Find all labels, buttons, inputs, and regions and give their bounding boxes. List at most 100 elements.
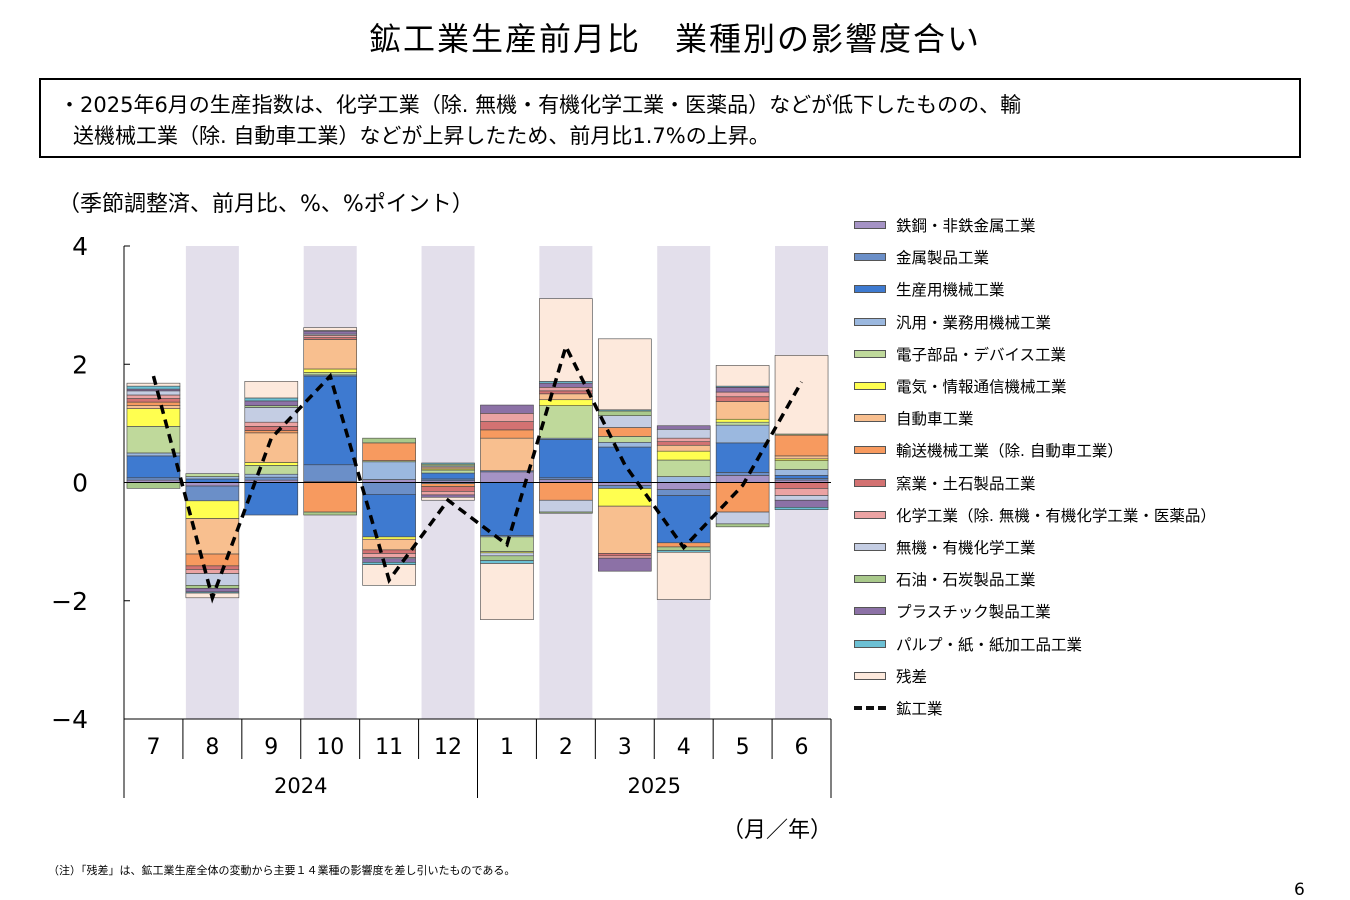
legend-label: 鉄鋼・非鉄金属工業: [896, 217, 1036, 236]
bar-segment-2-8: [244, 426, 299, 431]
bar-segment-9-0: [656, 482, 711, 490]
legend-item: 金属製品工業: [854, 241, 1324, 273]
bar-segment-6-10: [480, 552, 534, 557]
bar-segment-10-0: [715, 475, 770, 483]
bar-segment-9-4: [656, 459, 711, 477]
bar-segment-9-2: [656, 495, 711, 544]
bar-segment-2-3: [244, 473, 299, 478]
bar-segment-1-11: [185, 585, 240, 589]
summary-line-1: ・2025年6月の生産指数は、化学工業（除. 無機・有機化学工業・医薬品）などが…: [59, 93, 1022, 117]
bar-segment-3-1: [303, 464, 358, 482]
bar-segment-11-9: [774, 488, 829, 496]
bar-segment-1-12: [185, 588, 240, 593]
bar-segment-0-11: [126, 482, 181, 489]
bar-segment-10-8: [715, 396, 770, 402]
legend-label: 無機・有機化学工業: [896, 538, 1036, 557]
bar-segment-9-8: [656, 441, 711, 446]
bar-segment-6-12: [480, 404, 534, 414]
bar-segment-7-10: [539, 499, 593, 513]
bar-segment-7-5: [539, 399, 593, 406]
legend-swatch: [854, 414, 886, 423]
legend-item: 電子部品・デバイス工業: [854, 338, 1324, 370]
bar-segment-6-9: [480, 413, 534, 422]
legend-swatch: [854, 446, 886, 455]
bar-segment-11-14: [774, 355, 829, 435]
bar-segment-0-1: [126, 477, 181, 481]
bar-segment-10-2: [715, 442, 770, 473]
x-tick-label-1: 8: [205, 735, 219, 760]
bar-segment-11-8: [774, 482, 829, 489]
x-tick-label-0: 7: [146, 735, 160, 760]
bar-segment-6-14: [480, 563, 534, 620]
legend-item: 化学工業（除. 無機・有機化学工業・医薬品）: [854, 499, 1324, 531]
bar-segment-9-1: [656, 489, 711, 496]
x-tick-label-7: 2: [559, 735, 573, 760]
y-tick-label-1: 2: [72, 350, 88, 379]
x-tick-label-2: 9: [264, 735, 278, 760]
bar-segment-3-12: [303, 330, 358, 335]
legend-swatch: [854, 221, 886, 230]
legend-label: 電子部品・デバイス工業: [896, 345, 1067, 364]
bar-segment-2-12: [244, 400, 299, 406]
bar-segment-5-12: [421, 494, 475, 498]
bar-segment-4-13: [362, 562, 416, 565]
bar-segment-7-11: [539, 511, 593, 514]
bar-segment-1-3: [185, 476, 240, 480]
x-tick-label-6: 1: [500, 735, 514, 760]
bar-segment-2-4: [244, 465, 299, 475]
bar-segment-8-11: [597, 410, 652, 416]
legend-label: 生産用機械工業: [896, 281, 1005, 300]
bar-segment-5-8: [421, 486, 475, 492]
x-tick-label-5: 12: [434, 735, 462, 760]
bar-segment-1-0: [185, 482, 240, 487]
bar-segment-0-14: [126, 382, 181, 387]
bar-segment-4-5: [362, 536, 416, 540]
bar-segment-3-7: [303, 482, 358, 513]
bar-segment-9-6: [656, 444, 711, 452]
bar-segment-4-3: [362, 461, 416, 480]
bar-segment-4-12: [362, 558, 416, 563]
y-tick-label-2: 0: [72, 469, 88, 498]
bar-segment-11-2: [774, 475, 829, 479]
bar-segment-10-7: [715, 482, 770, 513]
bar-segment-9-10: [656, 428, 711, 439]
y-tick-label-3: −2: [51, 587, 88, 616]
legend-item-line: 鉱工業: [854, 692, 1324, 724]
y-tick-label-0: 4: [72, 232, 88, 261]
bar-segment-5-4: [421, 469, 475, 474]
bar-segment-5-7: [421, 483, 475, 487]
bar-segment-0-9: [126, 394, 181, 399]
bar-segment-5-2: [421, 472, 475, 480]
bar-segment-11-3: [774, 469, 829, 476]
bar-segment-1-5: [185, 500, 240, 519]
bar-segment-5-13: [421, 462, 475, 465]
bar-segment-6-13: [480, 560, 534, 564]
year-label-0: 2024: [274, 774, 327, 798]
legend-swatch: [854, 671, 886, 680]
bar-segment-0-13: [126, 385, 181, 390]
bar-segment-3-9: [303, 334, 358, 338]
bar-segment-10-3: [715, 424, 770, 444]
bar-segment-9-5: [656, 450, 711, 461]
bar-segment-7-2: [539, 439, 593, 479]
x-axis-unit-label: （月／年）: [722, 818, 833, 843]
bar-segment-7-8: [539, 390, 593, 395]
line-series-mining-manufacturing: [151, 341, 804, 604]
legend-label: 自動車工業: [896, 410, 974, 429]
bar-segment-4-11: [362, 437, 416, 444]
bar-segment-3-2: [303, 375, 358, 466]
footnote: （注）「残差」は、鉱工業生産全体の変動から主要１４業種の影響度を差し引いたもので…: [48, 864, 516, 877]
legend-item: 窯業・土石製品工業: [854, 467, 1324, 499]
bar-segment-2-6: [244, 432, 299, 463]
legend-label: プラスチック製品工業: [896, 603, 1051, 622]
legend-item: 自動車工業: [854, 402, 1324, 434]
bar-segment-9-12: [656, 425, 711, 430]
legend-label: 鉱工業: [896, 699, 943, 718]
legend-item: 残差: [854, 660, 1324, 692]
x-tick-label-10: 5: [736, 735, 750, 760]
legend-label: 汎用・業務用機械工業: [896, 313, 1052, 332]
bar-segment-2-7: [244, 430, 299, 434]
bar-segment-1-10: [185, 573, 240, 586]
bar-segment-7-9: [539, 387, 593, 392]
